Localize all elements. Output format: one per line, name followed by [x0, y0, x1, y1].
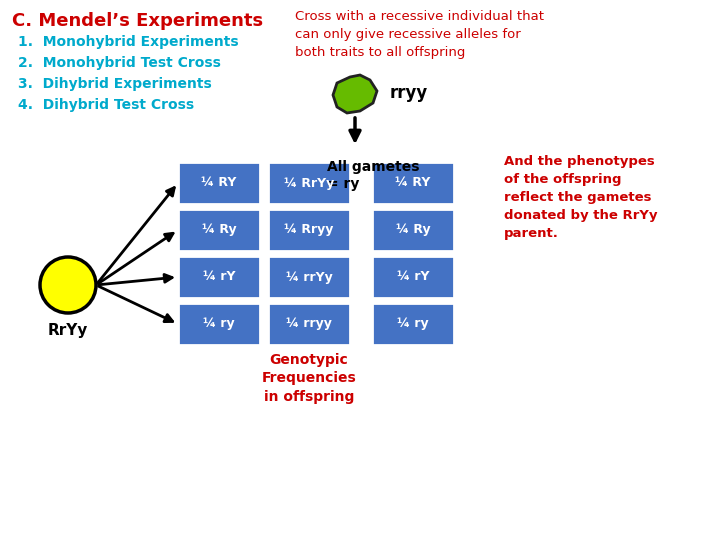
- Text: ¼ rryy: ¼ rryy: [286, 318, 332, 330]
- FancyBboxPatch shape: [268, 162, 350, 204]
- Text: ¼ rY: ¼ rY: [397, 271, 429, 284]
- FancyBboxPatch shape: [372, 256, 454, 298]
- Text: ¼ ry: ¼ ry: [397, 318, 429, 330]
- Text: RrYy: RrYy: [48, 323, 88, 338]
- FancyBboxPatch shape: [268, 303, 350, 345]
- Polygon shape: [333, 75, 377, 113]
- Text: ¼ rY: ¼ rY: [203, 271, 235, 284]
- Text: ¼ RrYy: ¼ RrYy: [284, 177, 334, 190]
- FancyBboxPatch shape: [372, 209, 454, 251]
- FancyBboxPatch shape: [372, 162, 454, 204]
- Text: And the phenotypes
of the offspring
reflect the gametes
donated by the RrYy
pare: And the phenotypes of the offspring refl…: [504, 155, 657, 240]
- Text: 1.  Monohybrid Experiments: 1. Monohybrid Experiments: [18, 35, 238, 49]
- FancyBboxPatch shape: [178, 209, 260, 251]
- FancyBboxPatch shape: [268, 209, 350, 251]
- Text: C. Mendel’s Experiments: C. Mendel’s Experiments: [12, 12, 263, 30]
- Circle shape: [40, 257, 96, 313]
- Text: ¼ rrYy: ¼ rrYy: [286, 271, 333, 284]
- FancyBboxPatch shape: [178, 162, 260, 204]
- Text: ¼ Ry: ¼ Ry: [396, 224, 431, 237]
- Text: 3.  Dihybrid Experiments: 3. Dihybrid Experiments: [18, 77, 212, 91]
- Text: ¼ Rryy: ¼ Rryy: [284, 224, 333, 237]
- FancyBboxPatch shape: [178, 256, 260, 298]
- Text: Genotypic
Frequencies
in offspring: Genotypic Frequencies in offspring: [261, 353, 356, 404]
- Text: rryy: rryy: [390, 84, 428, 102]
- FancyBboxPatch shape: [178, 303, 260, 345]
- Text: ¼ ry: ¼ ry: [203, 318, 235, 330]
- FancyBboxPatch shape: [372, 303, 454, 345]
- Text: All gametes
= ry: All gametes = ry: [327, 160, 420, 191]
- Text: ¼ RY: ¼ RY: [202, 177, 237, 190]
- FancyBboxPatch shape: [268, 256, 350, 298]
- Text: ¼ RY: ¼ RY: [395, 177, 431, 190]
- Text: ¼ Ry: ¼ Ry: [202, 224, 236, 237]
- Text: 2.  Monohybrid Test Cross: 2. Monohybrid Test Cross: [18, 56, 221, 70]
- Text: Cross with a recessive individual that
can only give recessive alleles for
both : Cross with a recessive individual that c…: [295, 10, 544, 59]
- Text: 4.  Dihybrid Test Cross: 4. Dihybrid Test Cross: [18, 98, 194, 112]
